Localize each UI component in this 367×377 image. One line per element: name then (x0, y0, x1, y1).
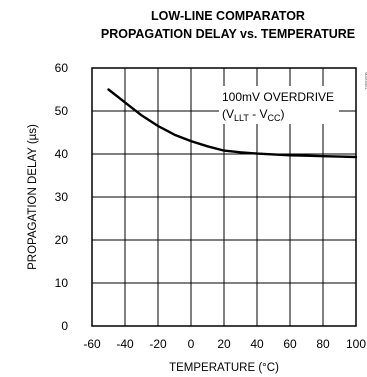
annotation-background (219, 86, 339, 124)
y-tick-label: 30 (55, 190, 69, 204)
annotation-prefix: (V (222, 107, 234, 121)
x-tick-label: 60 (283, 337, 297, 351)
annotation-sub-cc: CC (268, 113, 281, 123)
y-tick-label: 40 (55, 147, 69, 161)
x-tick-label: -20 (149, 337, 167, 351)
x-tick-label: 20 (217, 337, 231, 351)
plot-frame (91, 67, 357, 327)
annotation-line2: (VLLT - VCC) (222, 107, 285, 123)
annotation-suffix: ) (281, 107, 285, 121)
x-tick-label: 100 (346, 337, 366, 351)
y-tick-label: 50 (55, 104, 69, 118)
x-tick-label: -60 (83, 337, 101, 351)
annotation-middle: - V (249, 107, 268, 121)
side-part-number: MAX6461 (364, 72, 367, 90)
chart-title-line1: LOW-LINE COMPARATOR (151, 9, 305, 23)
y-tick-label: 20 (55, 233, 69, 247)
x-tick-label: 40 (250, 337, 264, 351)
y-tick-label: 60 (55, 61, 69, 75)
annotation-line1: 100mV OVERDRIVE (222, 90, 334, 104)
y-tick-label: 0 (61, 319, 68, 333)
annotation-sub-llt: LLT (234, 113, 249, 123)
x-tick-label: 80 (316, 337, 330, 351)
series-line-0 (107, 88, 358, 159)
y-tick-labels: 0 10 20 30 40 50 60 (55, 61, 69, 333)
x-tick-label: 0 (188, 337, 195, 351)
y-tick-label: 10 (55, 276, 69, 290)
x-tick-label: -40 (116, 337, 134, 351)
chart-title-line2: PROPAGATION DELAY vs. TEMPERATURE (101, 27, 355, 41)
x-tick-labels: -60 -40 -20 0 20 40 60 80 100 (83, 337, 366, 351)
series-layer (107, 88, 358, 159)
x-axis-label: TEMPERATURE (°C) (169, 362, 279, 374)
y-axis-label: PROPAGATION DELAY (µs) (27, 124, 39, 270)
